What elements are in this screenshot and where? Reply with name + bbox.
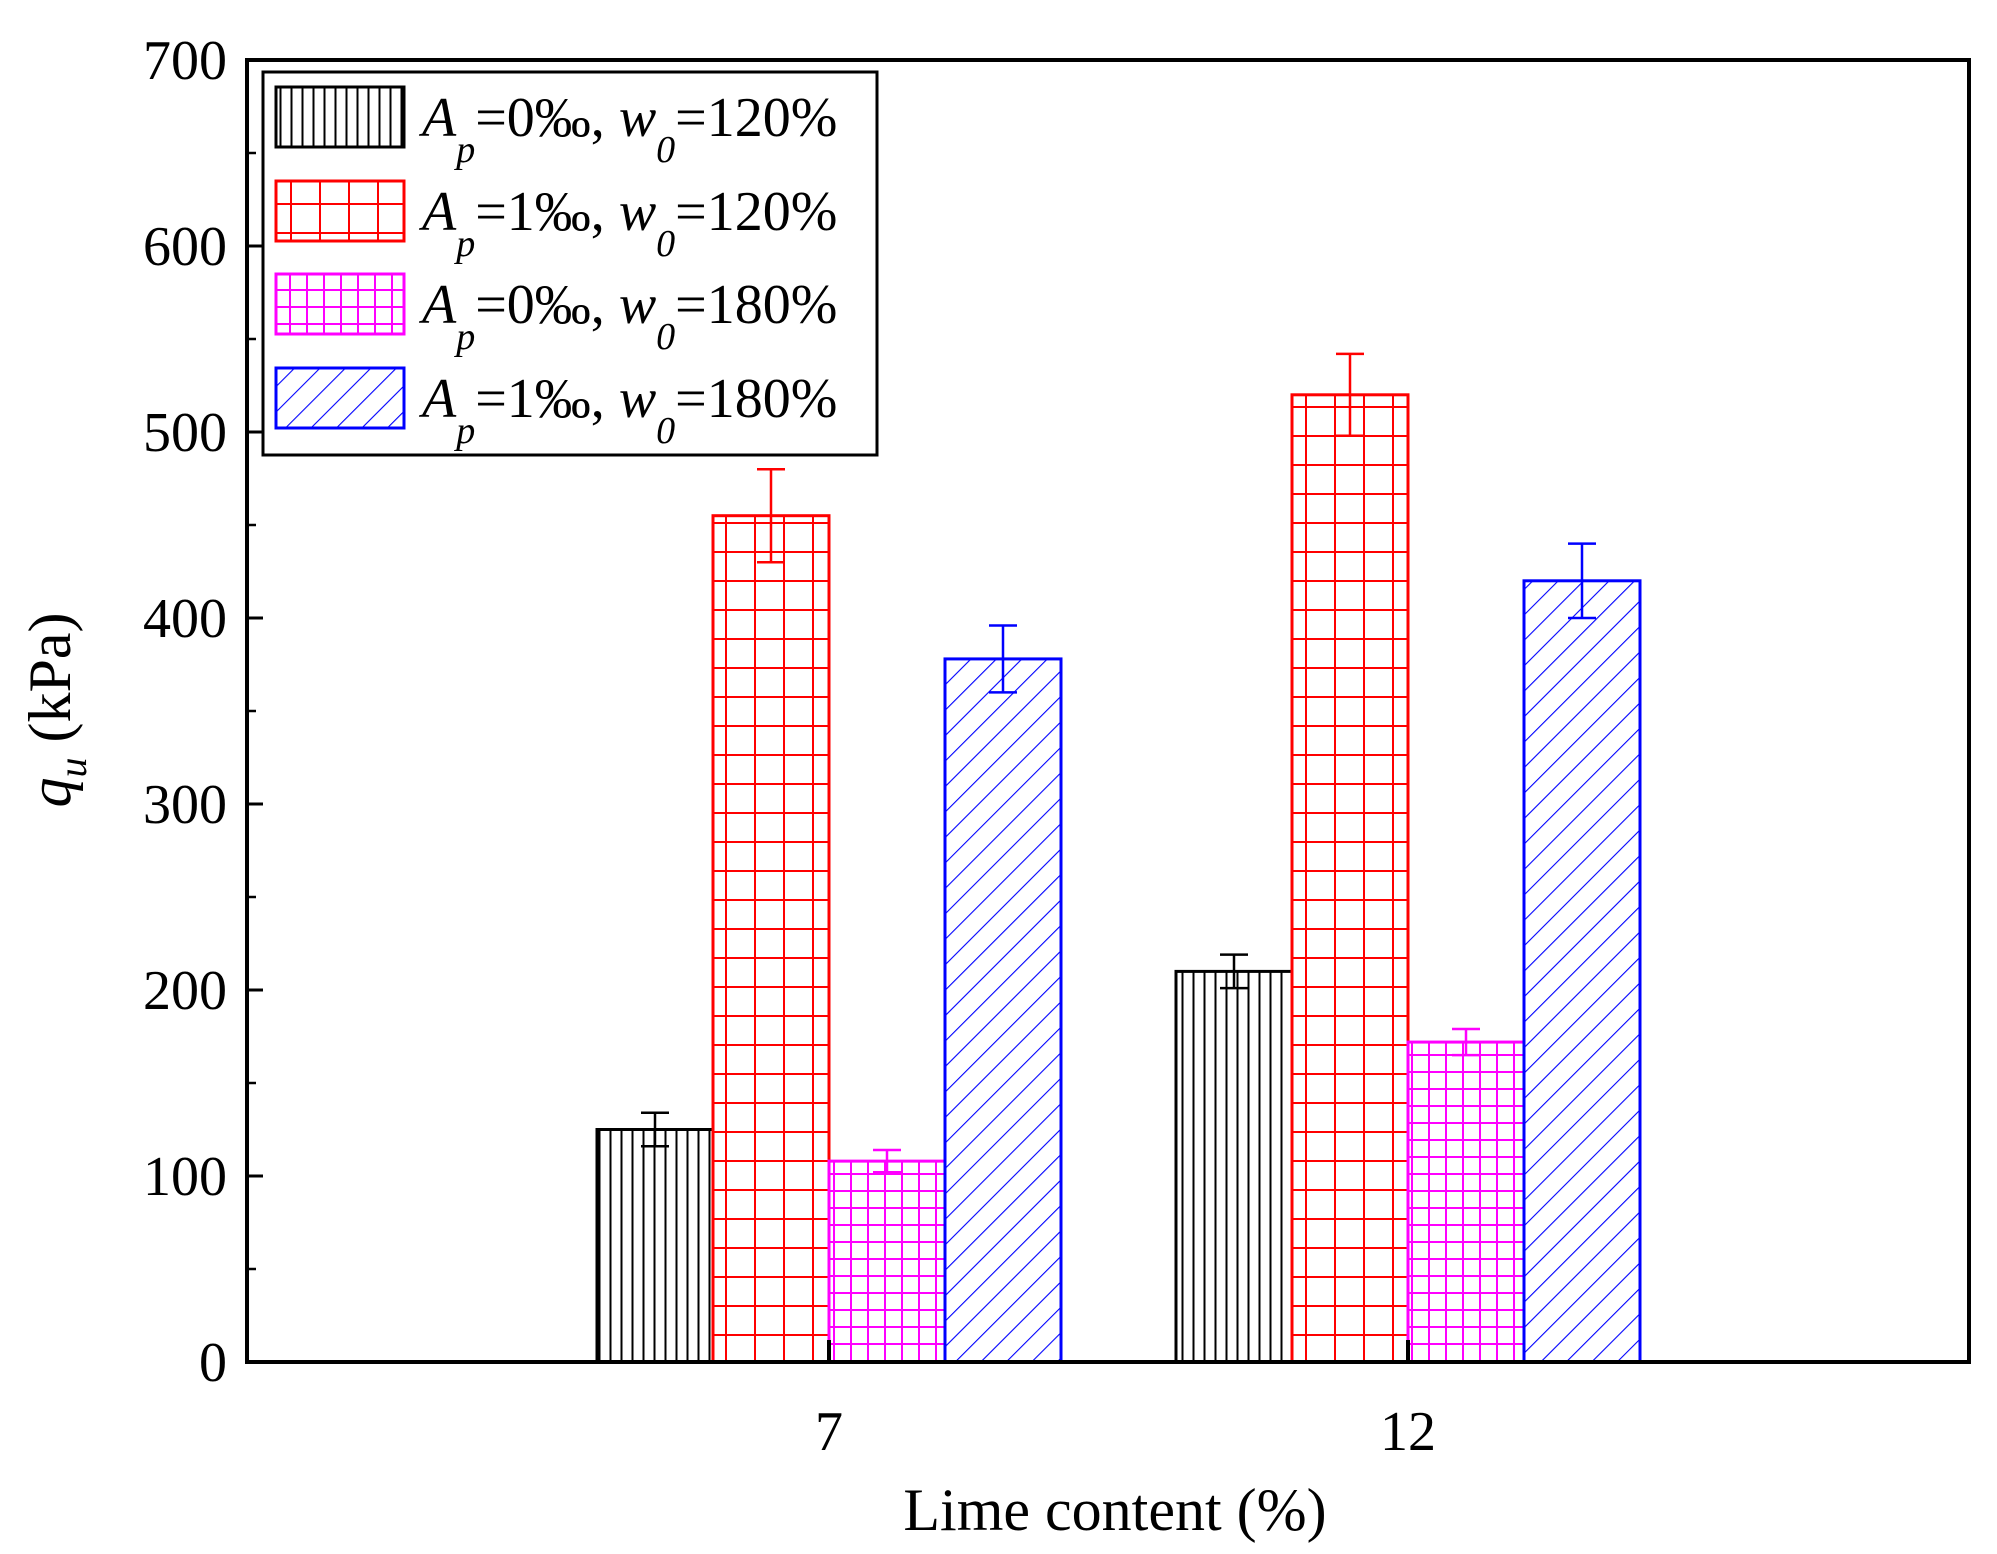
y-tick-label-400: 400 <box>143 588 227 650</box>
legend-label: Ap=0‰, w0=120% <box>418 87 837 171</box>
legend-swatch <box>274 85 406 149</box>
bar-series-2-cat-7 <box>711 514 831 1364</box>
legend-item-2: Ap=1‰, w0=120% <box>274 179 837 265</box>
error-bar-series-2-cat-7 <box>757 467 785 564</box>
bar-series-4-cat-7 <box>943 657 1063 1364</box>
legend: Ap=0‰, w0=120% Ap=1‰, w0=120% Ap=0‰, w0=18… <box>261 70 879 457</box>
error-bar-series-1-cat-7 <box>641 1111 669 1148</box>
legend-swatch <box>274 179 406 243</box>
x-tick-label-7: 7 <box>815 1401 843 1463</box>
bar-series-3-cat-7 <box>827 1159 947 1364</box>
bar-series-1-cat-12 <box>1174 969 1294 1364</box>
legend-swatch <box>274 272 406 336</box>
y-tick-label-600: 600 <box>143 216 227 278</box>
legend-label: Ap=1‰, w0=180% <box>418 368 837 452</box>
y-tick-label-100: 100 <box>143 1146 227 1208</box>
error-bar-series-4-cat-7 <box>989 624 1017 694</box>
y-axis-unit: (kPa) <box>17 613 83 758</box>
y-axis-subscript: u <box>50 757 95 777</box>
bar-series-2-cat-12 <box>1290 393 1410 1364</box>
bar-series-4-cat-12 <box>1522 579 1642 1364</box>
legend-swatch <box>274 366 406 430</box>
y-tick-label-0: 0 <box>199 1332 227 1394</box>
y-tick-label-200: 200 <box>143 960 227 1022</box>
y-tick-label-300: 300 <box>143 774 227 836</box>
error-bars-layer <box>641 352 1596 1174</box>
x-tick-label-12: 12 <box>1380 1401 1436 1463</box>
y-axis: 0 100 200 300 400 500 600 700 <box>143 30 263 1394</box>
legend-items: Ap=0‰, w0=120% Ap=1‰, w0=120% Ap=0‰, w0=18… <box>274 85 837 452</box>
legend-item-3: Ap=0‰, w0=180% <box>274 272 837 358</box>
y-axis-symbol: q <box>17 777 83 807</box>
y-tick-label-500: 500 <box>143 402 227 464</box>
legend-item-4: Ap=1‰, w0=180% <box>274 366 837 452</box>
x-axis-title: Lime content (%) <box>903 1477 1326 1543</box>
error-bar-series-4-cat-12 <box>1568 542 1596 620</box>
legend-item-1: Ap=0‰, w0=120% <box>274 85 837 171</box>
legend-label: Ap=0‰, w0=180% <box>418 274 837 358</box>
legend-label: Ap=1‰, w0=120% <box>418 181 837 265</box>
x-axis: 7 12 <box>815 1340 1436 1463</box>
y-axis-title: qu (kPa) <box>17 613 95 808</box>
error-bar-series-1-cat-12 <box>1220 953 1248 990</box>
bars-layer <box>595 393 1642 1364</box>
error-bar-series-3-cat-7 <box>873 1148 901 1174</box>
error-bar-series-3-cat-12 <box>1452 1027 1480 1057</box>
error-bar-series-2-cat-12 <box>1336 352 1364 437</box>
bar-series-1-cat-7 <box>595 1128 715 1364</box>
y-tick-label-700: 700 <box>143 30 227 92</box>
bar-series-3-cat-12 <box>1406 1040 1526 1364</box>
